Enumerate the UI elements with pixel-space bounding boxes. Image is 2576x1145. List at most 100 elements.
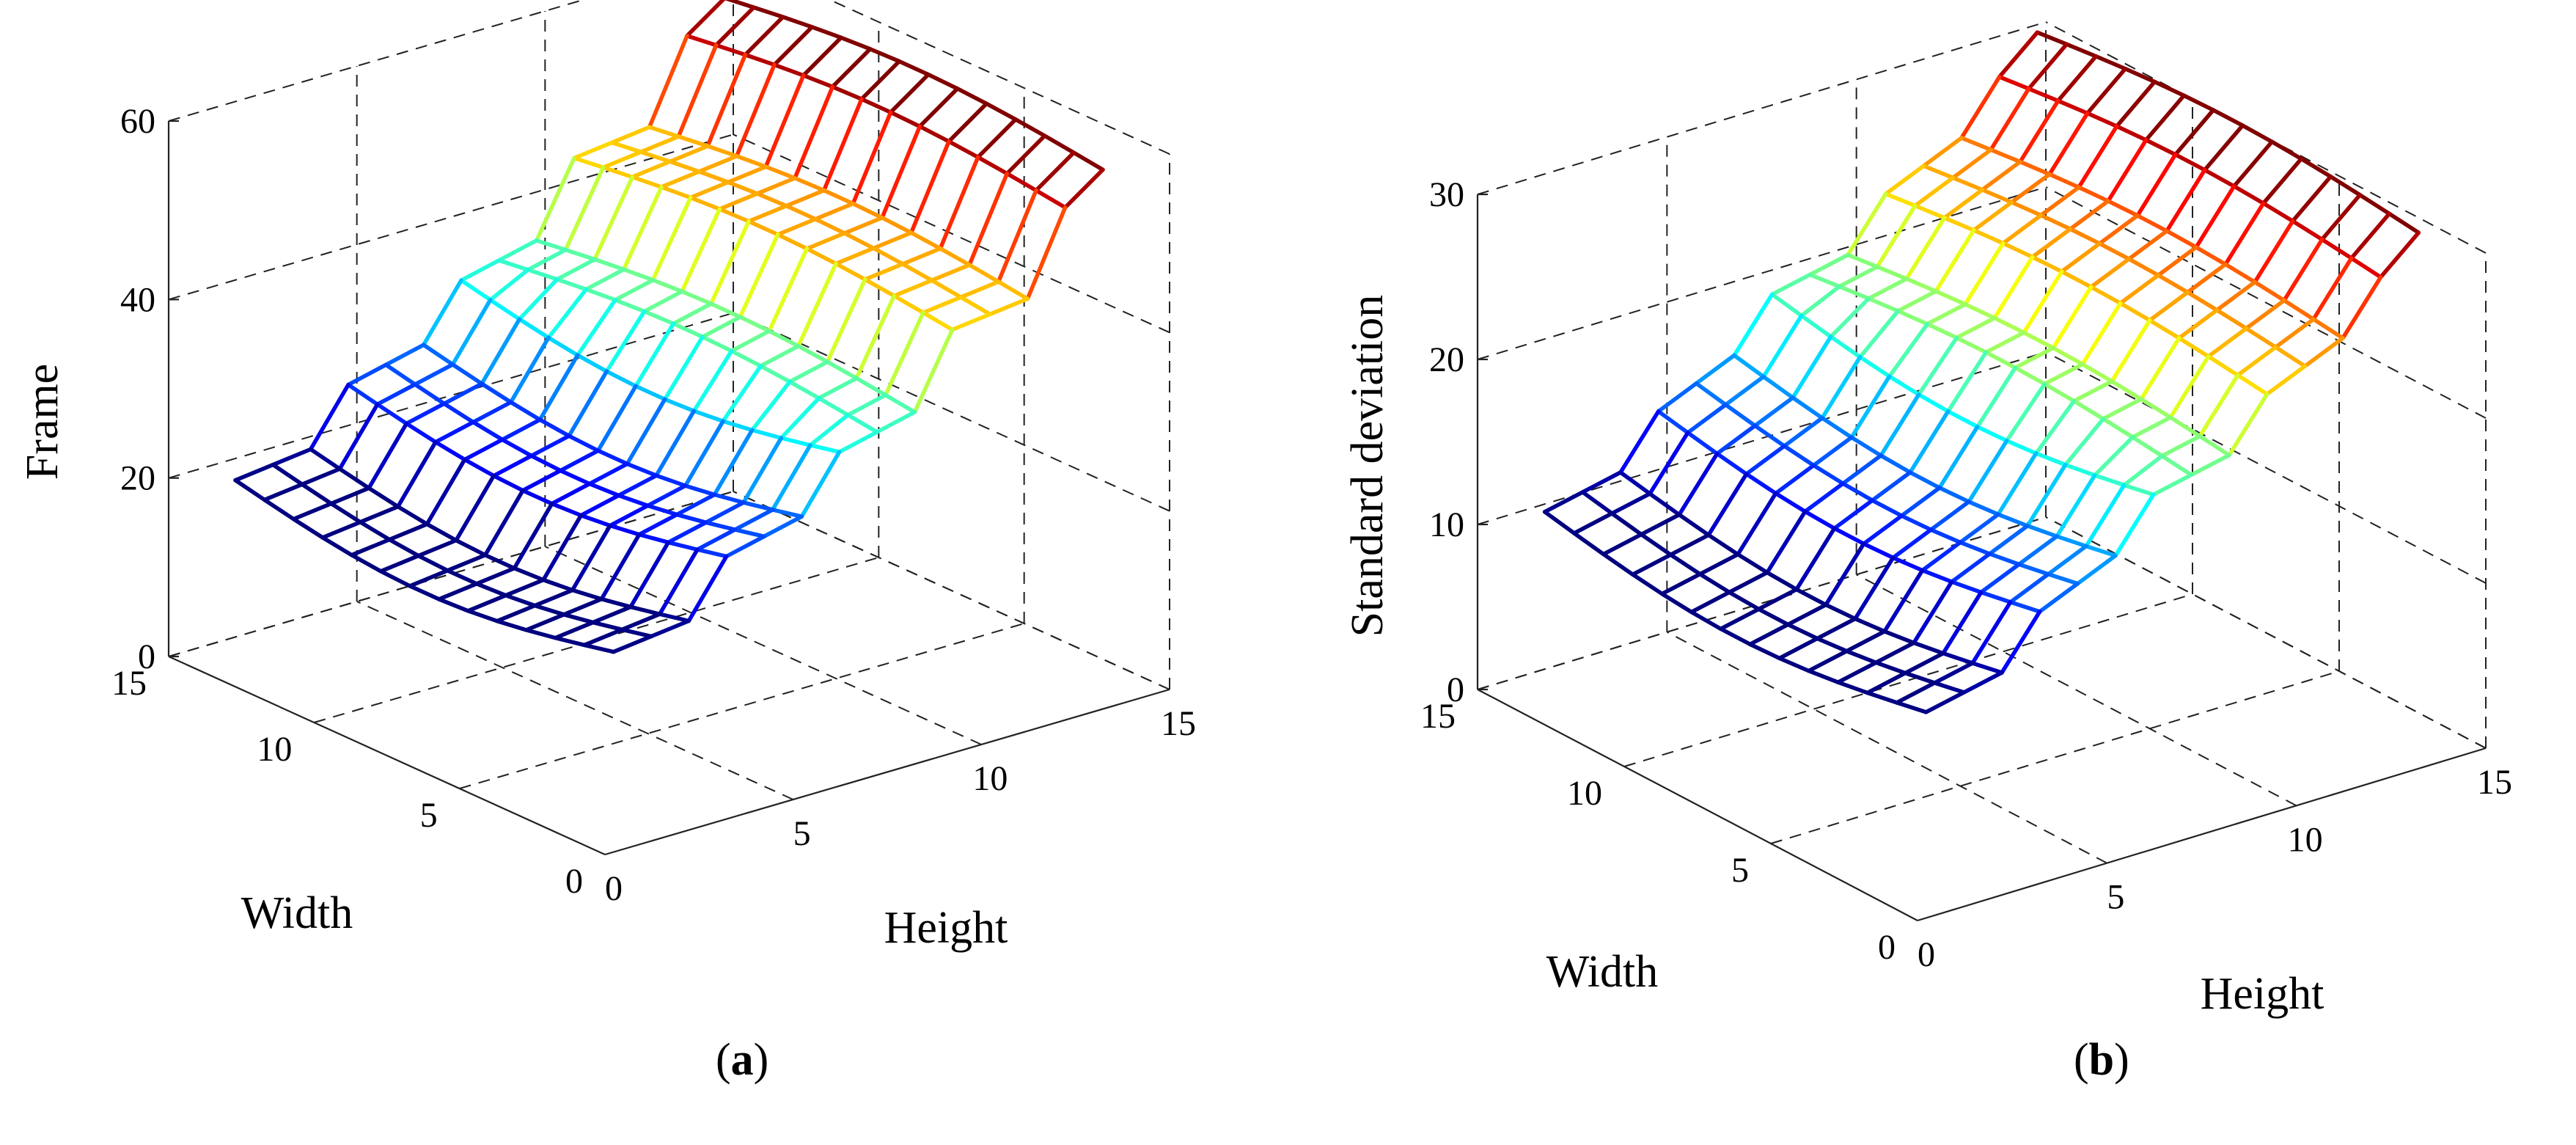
surface-mesh-line [676,134,710,148]
surface-mesh-line [1971,228,2006,246]
surface-mesh-line [1815,636,1849,654]
height-axis-label: Height [2201,969,2324,1019]
surface-mesh-line [2114,124,2148,142]
surface-mesh-line [859,59,902,101]
surface-mesh-line [2253,279,2286,303]
surface-mesh-line [553,620,595,640]
surface-mesh-line [2231,139,2275,189]
height-tick-label: 0 [1918,935,1935,974]
surface-mesh-line [871,230,914,251]
surface-mesh-line [1668,533,1711,557]
surface-mesh-line [746,203,789,224]
surface-mesh-line [337,467,371,491]
surface-mesh-line [1951,175,1985,192]
surface-mesh-line [433,420,476,445]
surface-mesh-line [482,488,525,557]
surface-mesh-line [1912,203,1947,220]
surface-mesh-line [1942,216,1976,233]
width-tick-label: 0 [565,862,583,901]
surface-mesh-line [713,5,756,48]
surface-mesh-line [1042,133,1076,155]
surface-mesh-line [875,410,917,434]
surface-mesh-line [871,246,905,266]
surface-mesh-line [2092,435,2135,478]
surface-mesh-line [2118,273,2161,306]
surface-mesh-line [2282,298,2316,321]
surface-mesh-line [734,62,777,158]
surface-mesh-line [1685,431,1720,456]
surface-mesh-line [508,335,551,405]
surface-mesh-line [2311,317,2345,340]
surface-mesh-line [996,279,1030,301]
surface-mesh-line [867,47,902,64]
surface-mesh-line [705,52,748,148]
surface-mesh-line [967,263,1001,284]
surface-mesh-line [1786,622,1820,641]
surface-mesh-line [1727,570,1769,595]
surface-mesh-line [729,348,763,368]
surface-mesh-line [1034,188,1068,210]
surface-mesh-line [917,87,960,129]
surface-mesh-line [1932,661,1975,685]
surface-mesh-line [500,417,543,442]
surface-mesh-line [579,493,621,518]
surface-mesh-line [554,257,597,282]
surface-mesh-line [1865,670,1908,695]
surface-mesh-line [1005,133,1047,176]
surface-mesh-line [700,315,743,340]
surface-mesh-line [1799,284,1842,318]
width-tick-label: 10 [257,730,292,769]
surface-mesh-line [2378,230,2421,279]
surface-mesh-line [262,482,304,502]
surface-mesh-line [1941,590,1984,656]
surface-mesh-line [1811,463,1846,486]
surface-mesh-line [2143,93,2187,142]
surface-mesh-line [733,527,766,539]
side-wall-grid-z [2045,186,2487,419]
surface-mesh-line [454,473,496,543]
surface-mesh-line [1736,552,1769,575]
surface-mesh-line [1925,302,1967,326]
surface-mesh-line [300,482,334,506]
surface-mesh-line [466,609,499,623]
z-tick-label: 30 [1429,175,1464,214]
surface-mesh-line [2000,241,2035,260]
surface-mesh-line [2055,534,2088,549]
surface-mesh-line [845,392,888,417]
surface-mesh-line [1929,500,1971,532]
surface-mesh-line [2165,229,2198,249]
z-axis-label: Frame [18,364,67,480]
surface-mesh-line [2077,124,2119,190]
surface-mesh-line [2147,290,2190,323]
height-tick-label: 0 [605,869,623,908]
surface-mesh-line [788,359,830,384]
surface-mesh-line [1005,171,1038,193]
z-tick-label: 20 [120,459,155,498]
surface-mesh-line [488,298,522,321]
surface-mesh-line [526,268,559,282]
surface-mesh-line [2227,392,2269,458]
side-wall-grid-z [733,312,1170,512]
surface-mesh-line [2114,79,2157,128]
surface-mesh-line [2302,336,2345,368]
surface-mesh-line [1542,510,1577,535]
height-tick-label: 5 [2107,878,2124,917]
surface-mesh-line [695,547,729,559]
surface-mesh-line [779,436,812,447]
surface-mesh-line [1887,374,1921,397]
surface-mesh-line [2139,397,2173,420]
surface-mesh-line [1904,277,1938,293]
surface-mesh-line [599,596,633,610]
surface-mesh-line [1894,681,1937,705]
surface-mesh-line [1967,500,2000,517]
surface-mesh-line [1903,670,1937,685]
surface-mesh-line [712,428,755,497]
surface-mesh-line [2211,108,2245,128]
surface-mesh-line [621,185,664,272]
surface-mesh-line [634,384,667,402]
surface-mesh-line [671,321,705,340]
surface-mesh-line [1659,591,1694,615]
surface-mesh-line [2042,362,2085,387]
width-tick-label: 15 [111,664,147,703]
